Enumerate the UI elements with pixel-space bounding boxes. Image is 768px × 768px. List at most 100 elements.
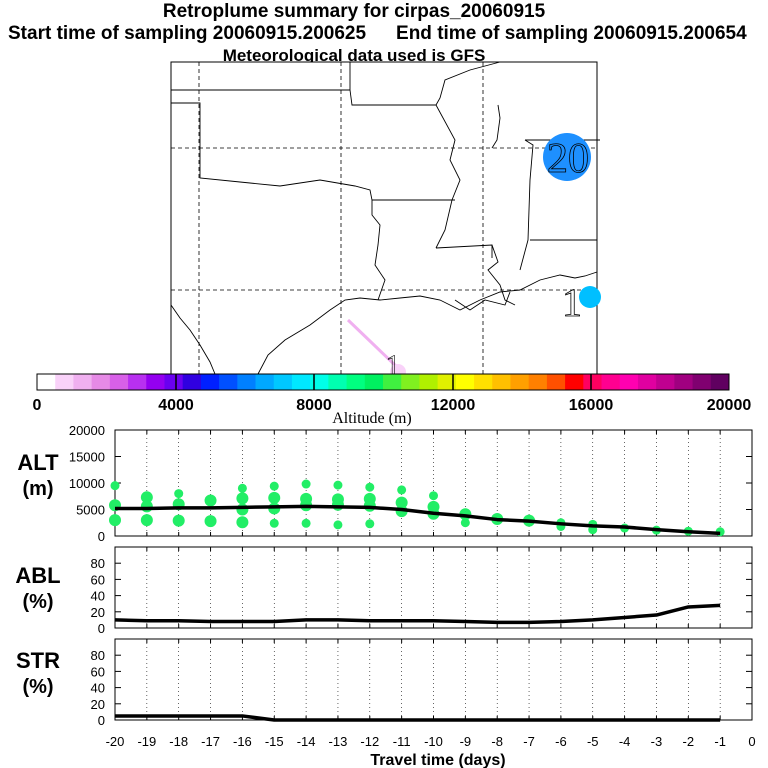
- colorbar-tick-label: 0: [33, 397, 42, 414]
- colorbar-swatch: [601, 374, 621, 390]
- scatter-point: [365, 519, 375, 529]
- map-panel: 20 1 1: [170, 61, 601, 382]
- scatter-point: [460, 518, 470, 528]
- x-tick-label: -13: [329, 734, 348, 749]
- scatter-point: [301, 479, 311, 489]
- map-frame: [170, 61, 598, 375]
- colorbar-swatch: [401, 374, 420, 390]
- colorbar-frame: [36, 373, 730, 391]
- scatter-point: [331, 498, 344, 511]
- y-tick-label: 20: [91, 697, 105, 712]
- scatter-point: [172, 514, 185, 527]
- end-time: End time of sampling 20060915.200654: [396, 23, 747, 44]
- y-tick-label: 40: [91, 681, 105, 696]
- colorbar-swatch: [55, 374, 74, 390]
- scatter-point: [429, 491, 438, 501]
- trajectory-path: [346, 318, 400, 370]
- scatter-point: [174, 489, 184, 499]
- y-tick-label: 20: [91, 605, 105, 620]
- colorbar-swatch: [455, 374, 475, 390]
- colorbar-swatch: [255, 374, 275, 390]
- x-tick-label: -7: [523, 734, 535, 749]
- map-graticule: [171, 62, 597, 374]
- scatter-point: [397, 485, 407, 495]
- scatter-point: [109, 514, 121, 527]
- x-tick-label: -6: [555, 734, 567, 749]
- x-tick-label: -1: [714, 734, 726, 749]
- scatter-point: [236, 492, 249, 505]
- time-series-panels: ALT(m)20000150001000050000ABL(%)80604020…: [15, 423, 755, 768]
- colorbar-swatch: [291, 374, 311, 390]
- colorbar-swatch: [474, 374, 493, 390]
- y-tick-label: 20000: [69, 423, 105, 438]
- y-tick-label: 0: [98, 621, 105, 636]
- colorbar-tick-label: 12000: [431, 397, 476, 414]
- y-tick-label: 80: [91, 556, 105, 571]
- y-tick-label: 15000: [69, 450, 105, 465]
- colorbar-tick-label: 4000: [158, 397, 194, 414]
- colorbar-swatch: [437, 374, 457, 390]
- x-tick-label: -10: [424, 734, 443, 749]
- scatter-point: [204, 494, 217, 507]
- plume-marker-day1: [579, 286, 601, 308]
- colorbar-tick-label: 20000: [707, 397, 752, 414]
- panel-ylabel: (%): [22, 591, 53, 613]
- x-tick-label: -14: [297, 734, 316, 749]
- colorbar-swatch: [37, 374, 56, 390]
- colorbar-swatch: [565, 374, 584, 390]
- colorbar-label: Altitude (m): [332, 410, 412, 427]
- scatter-point: [204, 515, 217, 528]
- colorbar-swatch: [692, 374, 712, 390]
- scatter-point: [236, 516, 249, 529]
- scatter-point: [237, 483, 247, 493]
- colorbar-swatch: [656, 374, 675, 390]
- panel-ylabel: ALT: [17, 450, 59, 475]
- series-line: [115, 504, 721, 536]
- y-tick-label: 0: [98, 713, 105, 728]
- colorbar-swatch: [237, 374, 257, 390]
- x-tick-label: -12: [360, 734, 379, 749]
- colorbar-swatch: [364, 374, 384, 390]
- series-line: [114, 603, 721, 625]
- plume-label-day20: 20: [547, 136, 589, 182]
- colorbar-swatch: [710, 374, 730, 390]
- colorbar-swatch: [164, 374, 184, 390]
- x-tick-label: -8: [491, 734, 503, 749]
- scatter-point: [333, 480, 343, 490]
- scatter-point: [110, 481, 120, 491]
- panel-alt: ALT (m) 20000 15000 10000 5000 0: [17, 423, 753, 544]
- panel-ylabel: (m): [22, 478, 53, 500]
- scatter-point: [268, 491, 281, 504]
- colorbar-swatch: [492, 374, 511, 390]
- x-tick-label: -2: [683, 734, 695, 749]
- x-tick-label: -15: [265, 734, 284, 749]
- scatter-point: [333, 520, 343, 530]
- x-tick-label: -3: [651, 734, 663, 749]
- altitude-colorbar: [36, 373, 730, 391]
- scatter-point: [236, 503, 249, 516]
- x-tick-label: -20: [106, 734, 125, 749]
- colorbar-swatch: [109, 374, 129, 390]
- x-tick-label: -16: [233, 734, 252, 749]
- start-time: Start time of sampling 20060915.200625: [8, 23, 367, 44]
- colorbar-ticks: 0 4000 8000 12000 16000 20000: [33, 374, 752, 414]
- x-tick-label: -19: [137, 734, 156, 749]
- y-tick-label: 5000: [76, 503, 105, 518]
- colorbar-swatch: [674, 374, 694, 390]
- colorbar-swatch: [310, 374, 329, 390]
- scatter-point: [140, 491, 153, 504]
- x-tick-label: -9: [460, 734, 472, 749]
- x-tick-label: -5: [587, 734, 599, 749]
- y-tick-label: 10000: [69, 476, 105, 491]
- x-tick-label: -4: [619, 734, 631, 749]
- scatter-point: [269, 481, 279, 491]
- colorbar-swatch: [128, 374, 147, 390]
- map-boundaries: [170, 61, 600, 375]
- x-axis-label: Travel time (days): [370, 752, 505, 768]
- colorbar-swatch: [528, 374, 548, 390]
- plume-label-day1: 1: [562, 280, 582, 325]
- scatter-point: [140, 500, 153, 513]
- y-tick-label: 0: [98, 529, 105, 544]
